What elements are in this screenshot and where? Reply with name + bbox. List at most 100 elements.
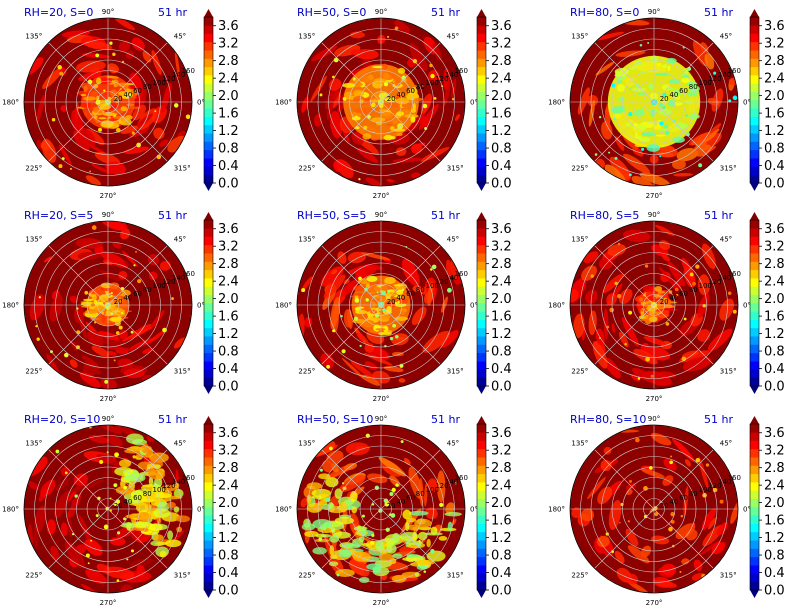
field-speckle (624, 342, 627, 346)
field-cell (167, 135, 187, 153)
radial-tick-label: 120 (708, 482, 721, 490)
radial-tick-label: 60 (133, 494, 142, 502)
colorbar-band (750, 25, 759, 34)
radial-tick-label: 20 (114, 502, 123, 510)
field-cell (60, 105, 68, 112)
colorbar-band (477, 261, 486, 271)
field-speckle (342, 97, 347, 101)
field-speckle (727, 291, 732, 296)
field-cell (716, 522, 729, 536)
field-speckle (117, 531, 121, 535)
radial-tick-label: 100 (426, 79, 439, 87)
colorbar-tick-label: 0.8 (764, 142, 785, 157)
angle-tick-label: 180° (2, 506, 19, 514)
radial-tick-label: 140 (718, 71, 731, 79)
field-cell (597, 486, 613, 505)
field-cell (717, 332, 724, 340)
field-cell (418, 103, 439, 130)
field-speckle (732, 309, 737, 314)
angle-tick-label: 315° (174, 367, 191, 375)
field-cell (627, 545, 650, 564)
colorbar-band (204, 236, 213, 246)
field-cell (676, 441, 695, 462)
field-speckle (87, 562, 90, 565)
colorbar-band (477, 91, 486, 101)
field-cell (153, 127, 165, 140)
field-cell (175, 515, 190, 523)
angle-tick-label: 0° (470, 99, 478, 107)
colorbar-tick-label: 0.4 (491, 566, 512, 581)
field-cell (311, 45, 338, 62)
radial-tick-label: 100 (153, 79, 166, 87)
colorbar-frame (749, 423, 760, 591)
polar-frame (296, 17, 466, 187)
field-cell (155, 541, 168, 546)
colorbar-band (477, 369, 486, 378)
colorbar-tick-label: 2.0 (218, 292, 239, 307)
field-speckle (611, 83, 616, 88)
colorbar-tick-label: 1.6 (491, 310, 512, 325)
angle-tick-label: 180° (2, 99, 19, 107)
field-cell (112, 289, 123, 295)
field-cell (701, 508, 717, 531)
panel-title: RH=20, S=10 (24, 413, 100, 426)
colorbar-band (750, 261, 759, 271)
field-cell (78, 127, 96, 147)
colorbar-band (750, 294, 759, 304)
colorbar-tick-label: 2.0 (764, 496, 785, 511)
colorbar-band (477, 482, 486, 491)
colorbar-band (750, 361, 759, 370)
field-cell (402, 509, 412, 520)
field-speckle (109, 41, 113, 45)
field-cell (641, 468, 665, 478)
colorbar-frame (749, 219, 760, 387)
angle-tick-label: 270° (646, 192, 663, 200)
colorbar-band (477, 344, 486, 354)
colorbar-tick-label: 2.0 (218, 496, 239, 511)
colorbar-tick-label: 0.8 (764, 345, 785, 360)
field-speckle (619, 521, 621, 524)
polar-frame (569, 220, 739, 390)
angle-tick-label: 315° (720, 164, 737, 172)
colorbar-tick-label: 1.2 (218, 124, 239, 139)
field-cell (371, 301, 376, 308)
colorbar-band (477, 507, 486, 516)
field-cell (635, 123, 646, 132)
field-cell (118, 330, 128, 339)
field-speckle (162, 327, 167, 333)
field-speckle (110, 291, 113, 295)
field-speckle (423, 570, 427, 573)
colorbar-tick-label: 2.8 (764, 54, 785, 69)
colorbar-extend-max (750, 212, 759, 220)
field-cell (410, 142, 426, 150)
radial-tick-label: 60 (679, 87, 688, 95)
colorbar-band (477, 75, 486, 84)
field-cell (688, 85, 700, 93)
colorbar-band (750, 141, 759, 151)
colorbar-tick-label: 3.6 (218, 426, 239, 441)
radial-tick-label: 80 (416, 83, 425, 91)
colorbar-extend-max (477, 9, 486, 17)
field-speckle (395, 334, 399, 339)
field-speckle (669, 460, 673, 465)
field-cell (152, 486, 164, 495)
field-cell (323, 274, 346, 299)
angle-tick-label: 45° (174, 440, 186, 448)
field-speckle (648, 466, 653, 470)
field-speckle (342, 482, 345, 485)
field-cell (334, 516, 355, 525)
colorbar-frame (203, 423, 214, 591)
field-cell (688, 93, 696, 97)
angle-tick-label: 225° (571, 367, 588, 375)
field-cell (681, 558, 690, 565)
field-cell (301, 96, 309, 113)
colorbar-band (204, 294, 213, 304)
radial-tick-label: 80 (416, 490, 425, 498)
field-cell (403, 457, 411, 466)
field-speckle (728, 99, 732, 103)
colorbar-extend-max (750, 416, 759, 424)
colorbar-band (204, 244, 213, 254)
colorbar-band (750, 573, 759, 582)
field-speckle (132, 455, 136, 459)
field-speckle (59, 71, 64, 76)
